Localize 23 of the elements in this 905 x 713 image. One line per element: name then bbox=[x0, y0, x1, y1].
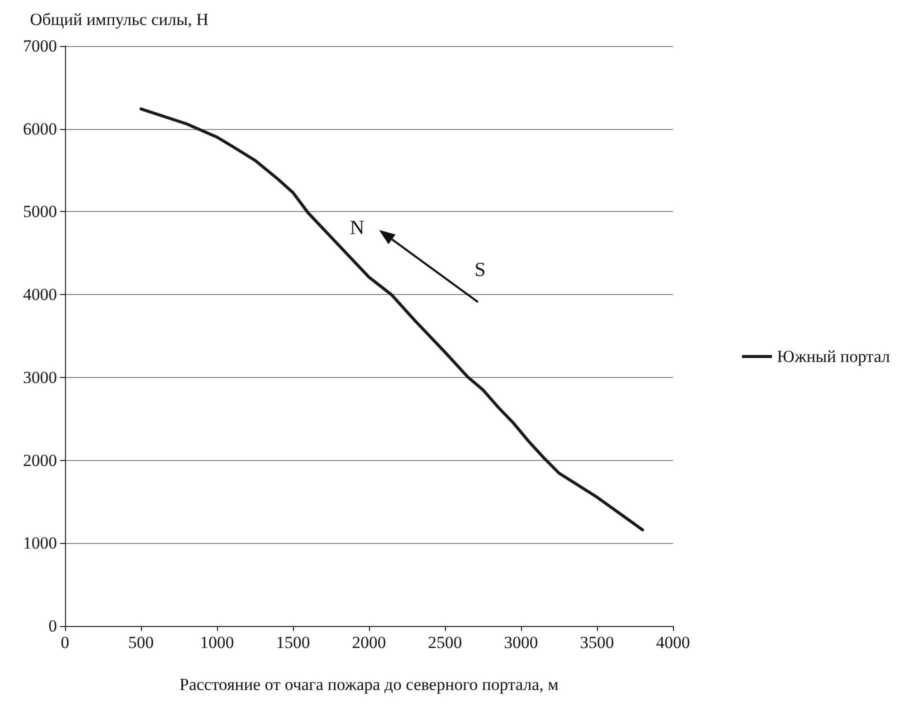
y-tick-label: 0 bbox=[48, 616, 57, 636]
y-tick-label: 2000 bbox=[23, 450, 57, 470]
x-axis-title: Расстояние от очага пожара до северного портала, м bbox=[180, 675, 559, 694]
x-tick-label: 3500 bbox=[580, 633, 614, 652]
x-tick-label: 2500 bbox=[428, 633, 462, 652]
x-tick-label: 500 bbox=[128, 633, 154, 652]
y-tick-label: 6000 bbox=[23, 119, 57, 138]
annotation: S bbox=[474, 259, 486, 282]
x-tick-label: 1000 bbox=[200, 633, 234, 652]
x-tick-label: 1500 bbox=[276, 633, 310, 652]
legend-label: Южный портал bbox=[777, 347, 891, 366]
y-tick-label: 4000 bbox=[23, 285, 57, 304]
x-tick-label: 0 bbox=[60, 633, 70, 652]
y-tick-label: 1000 bbox=[23, 534, 57, 553]
line-series bbox=[140, 107, 644, 532]
y-tick-label: 3000 bbox=[23, 368, 57, 387]
x-tick-label: 4000 bbox=[656, 633, 690, 652]
y-axis-title: Общий импульс силы, Н bbox=[30, 10, 209, 29]
annotation: N bbox=[350, 216, 364, 239]
x-tick-label: 2000 bbox=[352, 633, 386, 652]
y-tick-label: 7000 bbox=[23, 36, 57, 56]
y-tick-label: 5000 bbox=[23, 202, 57, 222]
x-tick-label: 3000 bbox=[504, 633, 538, 652]
